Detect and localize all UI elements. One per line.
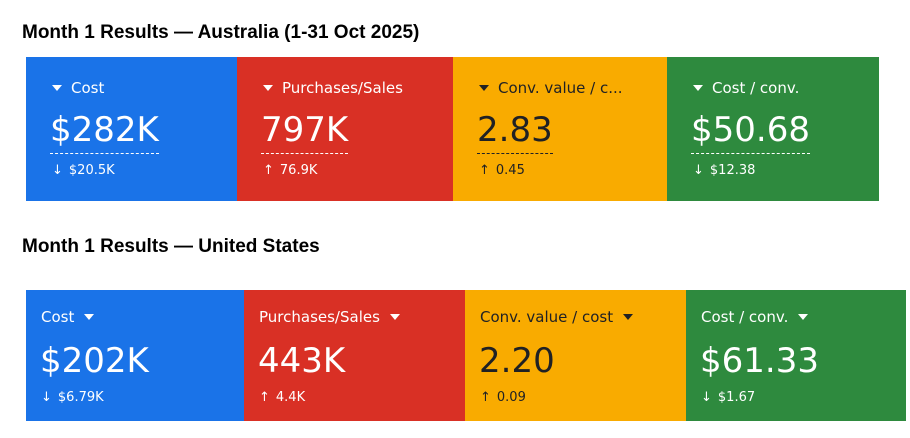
scorecard-row-united-states: Cost $202K ↓ $6.79K Purchases/Sales 443K… (26, 290, 906, 421)
scorecard-label[interactable]: Cost / conv. (701, 308, 809, 326)
scorecard-label[interactable]: Purchases/Sales (263, 79, 403, 97)
caret-down-icon[interactable] (84, 314, 95, 320)
scorecard-label-text: Purchases/Sales (259, 308, 380, 326)
scorecard-cost-per-conv[interactable]: Cost / conv. $50.68 ↓ $12.38 (667, 57, 879, 201)
scorecard-label-text: Conv. value / c... (498, 79, 623, 97)
scorecard-cost-per-conv[interactable]: Cost / conv. $61.33 ↓ $1.67 (686, 290, 906, 421)
scorecard-value: $202K (40, 341, 149, 381)
arrow-down-icon: ↓ (52, 163, 63, 178)
scorecard-label[interactable]: Cost (52, 79, 104, 97)
arrow-up-icon: ↑ (479, 163, 490, 178)
caret-down-icon[interactable] (693, 85, 703, 91)
section-title-australia: Month 1 Results — Australia (1-31 Oct 20… (22, 22, 420, 43)
arrow-up-icon: ↑ (480, 390, 491, 405)
scorecard-label[interactable]: Cost (41, 308, 95, 326)
scorecard-delta: ↓ $12.38 (693, 163, 755, 178)
caret-down-icon[interactable] (263, 85, 273, 91)
scorecard-label[interactable]: Cost / conv. (693, 79, 799, 97)
scorecard-delta: ↑ 76.9K (263, 163, 317, 178)
scorecard-value: $50.68 (691, 110, 810, 154)
arrow-up-icon: ↑ (263, 163, 274, 178)
arrow-up-icon: ↑ (259, 390, 270, 405)
scorecard-label-text: Cost (41, 308, 75, 326)
scorecard-conv-value-cost[interactable]: Conv. value / cost 2.20 ↑ 0.09 (465, 290, 686, 421)
caret-down-icon[interactable] (52, 85, 62, 91)
caret-down-icon[interactable] (623, 314, 634, 320)
scorecard-delta-value: 76.9K (279, 163, 318, 178)
caret-down-icon[interactable] (479, 85, 489, 91)
scorecard-label-text: Cost / conv. (701, 308, 789, 326)
scorecard-cost[interactable]: Cost $282K ↓ $20.5K (26, 57, 237, 201)
scorecard-value: 2.83 (477, 110, 553, 154)
scorecard-purchases-sales[interactable]: Purchases/Sales 797K ↑ 76.9K (237, 57, 453, 201)
scorecard-value: 443K (258, 341, 346, 381)
scorecard-label-text: Cost (71, 79, 105, 97)
scorecard-label-text: Conv. value / cost (480, 308, 614, 326)
section-title-united-states: Month 1 Results — United States (22, 236, 320, 257)
scorecard-delta-value: 4.4K (275, 390, 306, 405)
scorecard-delta-value: 0.45 (495, 163, 525, 178)
scorecard-delta: ↑ 0.09 (480, 390, 526, 405)
caret-down-icon[interactable] (389, 314, 400, 320)
scorecard-delta-value: $6.79K (57, 390, 104, 405)
scorecard-value: 2.20 (479, 341, 555, 381)
scorecard-delta-value: $12.38 (709, 163, 756, 178)
scorecard-value: 797K (261, 110, 349, 154)
scorecard-label[interactable]: Purchases/Sales (259, 308, 400, 326)
scorecard-label-text: Cost / conv. (712, 79, 800, 97)
scorecard-delta: ↑ 4.4K (259, 390, 305, 405)
scorecard-delta: ↑ 0.45 (479, 163, 525, 178)
scorecard-label[interactable]: Conv. value / c... (479, 79, 623, 97)
scorecard-row-australia: Cost $282K ↓ $20.5K Purchases/Sales 797K… (26, 57, 879, 201)
scorecard-cost[interactable]: Cost $202K ↓ $6.79K (26, 290, 244, 421)
scorecard-delta-value: $1.67 (717, 390, 756, 405)
arrow-down-icon: ↓ (701, 390, 712, 405)
caret-down-icon[interactable] (798, 314, 809, 320)
scorecard-delta-value: 0.09 (496, 390, 526, 405)
scorecard-delta: ↓ $20.5K (52, 163, 115, 178)
arrow-down-icon: ↓ (41, 390, 52, 405)
scorecard-delta: ↓ $6.79K (41, 390, 104, 405)
scorecard-delta: ↓ $1.67 (701, 390, 755, 405)
scorecard-value: $282K (50, 110, 159, 154)
scorecard-value: $61.33 (700, 341, 819, 381)
scorecard-label[interactable]: Conv. value / cost (480, 308, 634, 326)
arrow-down-icon: ↓ (693, 163, 704, 178)
scorecard-delta-value: $20.5K (68, 163, 115, 178)
scorecard-conv-value-cost[interactable]: Conv. value / c... 2.83 ↑ 0.45 (453, 57, 667, 201)
scorecard-purchases-sales[interactable]: Purchases/Sales 443K ↑ 4.4K (244, 290, 465, 421)
scorecard-label-text: Purchases/Sales (282, 79, 403, 97)
